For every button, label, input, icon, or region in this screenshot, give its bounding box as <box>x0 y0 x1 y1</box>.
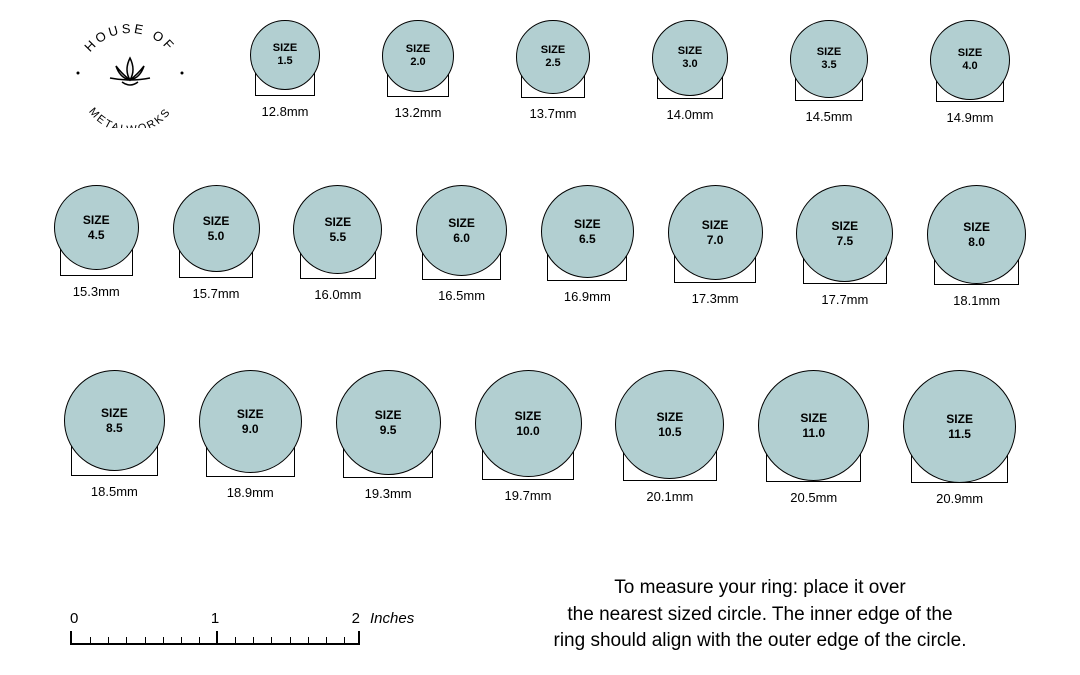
mm-label: 13.2mm <box>395 105 442 120</box>
size-item: SIZE5.0 15.7mm <box>173 185 260 308</box>
size-row-1: SIZE1.512.8mmSIZE2.013.2mmSIZE2.513.7mmS… <box>0 20 1080 125</box>
size-item: SIZE11.5 20.9mm <box>903 370 1016 506</box>
ruler-number: 0 <box>70 610 78 627</box>
mm-label: 17.7mm <box>821 292 868 307</box>
size-label: SIZE3.5 <box>817 46 841 72</box>
size-label: SIZE5.0 <box>203 214 230 243</box>
size-item: SIZE4.5 15.3mm <box>54 185 139 308</box>
size-label: SIZE9.5 <box>375 408 402 437</box>
size-circle: SIZE3.5 <box>790 20 868 98</box>
mm-label: 13.7mm <box>530 106 577 121</box>
size-circle: SIZE4.5 <box>54 185 139 270</box>
size-circle: SIZE1.5 <box>250 20 320 90</box>
mm-label: 20.1mm <box>646 489 693 504</box>
size-label: SIZE2.5 <box>541 44 565 70</box>
size-label: SIZE5.5 <box>324 215 351 244</box>
size-item: SIZE3.0 14.0mm <box>652 20 728 125</box>
size-circle: SIZE2.0 <box>382 20 454 92</box>
size-row-2: SIZE4.515.3mmSIZE5.015.7mmSIZE5.516.0mmS… <box>0 185 1080 308</box>
size-circle: SIZE11.5 <box>903 370 1016 483</box>
size-label: SIZE6.5 <box>574 217 601 246</box>
size-circle: SIZE6.5 <box>541 185 634 278</box>
size-circle: SIZE7.0 <box>668 185 763 280</box>
mm-label: 12.8mm <box>262 104 309 119</box>
size-circle: SIZE3.0 <box>652 20 728 96</box>
mm-label: 16.5mm <box>438 288 485 303</box>
size-row-3: SIZE8.518.5mmSIZE9.018.9mmSIZE9.519.3mmS… <box>0 370 1080 506</box>
size-circle: SIZE9.5 <box>336 370 441 475</box>
mm-label: 14.5mm <box>806 109 853 124</box>
mm-label: 19.7mm <box>505 488 552 503</box>
size-label: SIZE10.0 <box>515 409 542 438</box>
size-label: SIZE3.0 <box>678 45 702 71</box>
size-item: SIZE3.5 14.5mm <box>790 20 868 125</box>
size-item: SIZE9.5 19.3mm <box>336 370 441 506</box>
size-circle: SIZE10.0 <box>475 370 582 477</box>
size-label: SIZE1.5 <box>273 42 297 68</box>
size-circle: SIZE11.0 <box>758 370 869 481</box>
size-circle: SIZE5.0 <box>173 185 260 272</box>
size-label: SIZE2.0 <box>406 43 430 69</box>
mm-label: 18.9mm <box>227 485 274 500</box>
size-item: SIZE8.0 18.1mm <box>927 185 1026 308</box>
size-circle: SIZE6.0 <box>416 185 507 276</box>
mm-label: 18.5mm <box>91 484 138 499</box>
mm-label: 16.9mm <box>564 289 611 304</box>
instructions-text: To measure your ring: place it overthe n… <box>480 575 1040 655</box>
size-circle: SIZE8.0 <box>927 185 1026 284</box>
size-label: SIZE8.5 <box>101 406 128 435</box>
size-item: SIZE6.0 16.5mm <box>416 185 507 308</box>
size-item: SIZE11.0 20.5mm <box>758 370 869 506</box>
size-item: SIZE1.5 12.8mm <box>250 20 320 125</box>
size-label: SIZE10.5 <box>657 410 684 439</box>
size-item: SIZE10.5 20.1mm <box>615 370 724 506</box>
size-circle: SIZE10.5 <box>615 370 724 479</box>
mm-label: 14.9mm <box>947 110 994 125</box>
mm-label: 18.1mm <box>953 293 1000 308</box>
size-label: SIZE8.0 <box>963 220 990 249</box>
size-item: SIZE2.5 13.7mm <box>516 20 590 125</box>
ruler-number: 1 <box>211 610 219 627</box>
size-label: SIZE7.5 <box>832 219 859 248</box>
scale-ruler: 012 Inches <box>70 610 380 645</box>
size-item: SIZE9.0 18.9mm <box>199 370 302 506</box>
mm-label: 17.3mm <box>692 291 739 306</box>
size-item: SIZE10.0 19.7mm <box>475 370 582 506</box>
mm-label: 15.7mm <box>193 286 240 301</box>
size-item: SIZE6.5 16.9mm <box>541 185 634 308</box>
size-circle: SIZE4.0 <box>930 20 1010 100</box>
size-label: SIZE4.0 <box>958 47 982 73</box>
size-circle: SIZE5.5 <box>293 185 382 274</box>
size-label: SIZE11.5 <box>946 412 973 441</box>
size-label: SIZE9.0 <box>237 407 264 436</box>
size-circle: SIZE7.5 <box>796 185 893 282</box>
ruler-unit-label: Inches <box>370 610 414 627</box>
mm-label: 20.9mm <box>936 491 983 506</box>
size-item: SIZE7.0 17.3mm <box>668 185 763 308</box>
size-label: SIZE7.0 <box>702 218 729 247</box>
size-item: SIZE7.5 17.7mm <box>796 185 893 308</box>
size-item: SIZE5.5 16.0mm <box>293 185 382 308</box>
mm-label: 16.0mm <box>314 287 361 302</box>
size-circle: SIZE2.5 <box>516 20 590 94</box>
size-item: SIZE8.5 18.5mm <box>64 370 165 506</box>
size-label: SIZE4.5 <box>83 213 110 242</box>
mm-label: 19.3mm <box>365 486 412 501</box>
size-circle: SIZE9.0 <box>199 370 302 473</box>
mm-label: 15.3mm <box>73 284 120 299</box>
size-circle: SIZE8.5 <box>64 370 165 471</box>
size-item: SIZE2.0 13.2mm <box>382 20 454 125</box>
ruler-number: 2 <box>352 610 360 627</box>
mm-label: 14.0mm <box>667 107 714 122</box>
mm-label: 20.5mm <box>790 490 837 505</box>
size-label: SIZE11.0 <box>800 411 827 440</box>
size-item: SIZE4.0 14.9mm <box>930 20 1010 125</box>
size-label: SIZE6.0 <box>448 216 475 245</box>
